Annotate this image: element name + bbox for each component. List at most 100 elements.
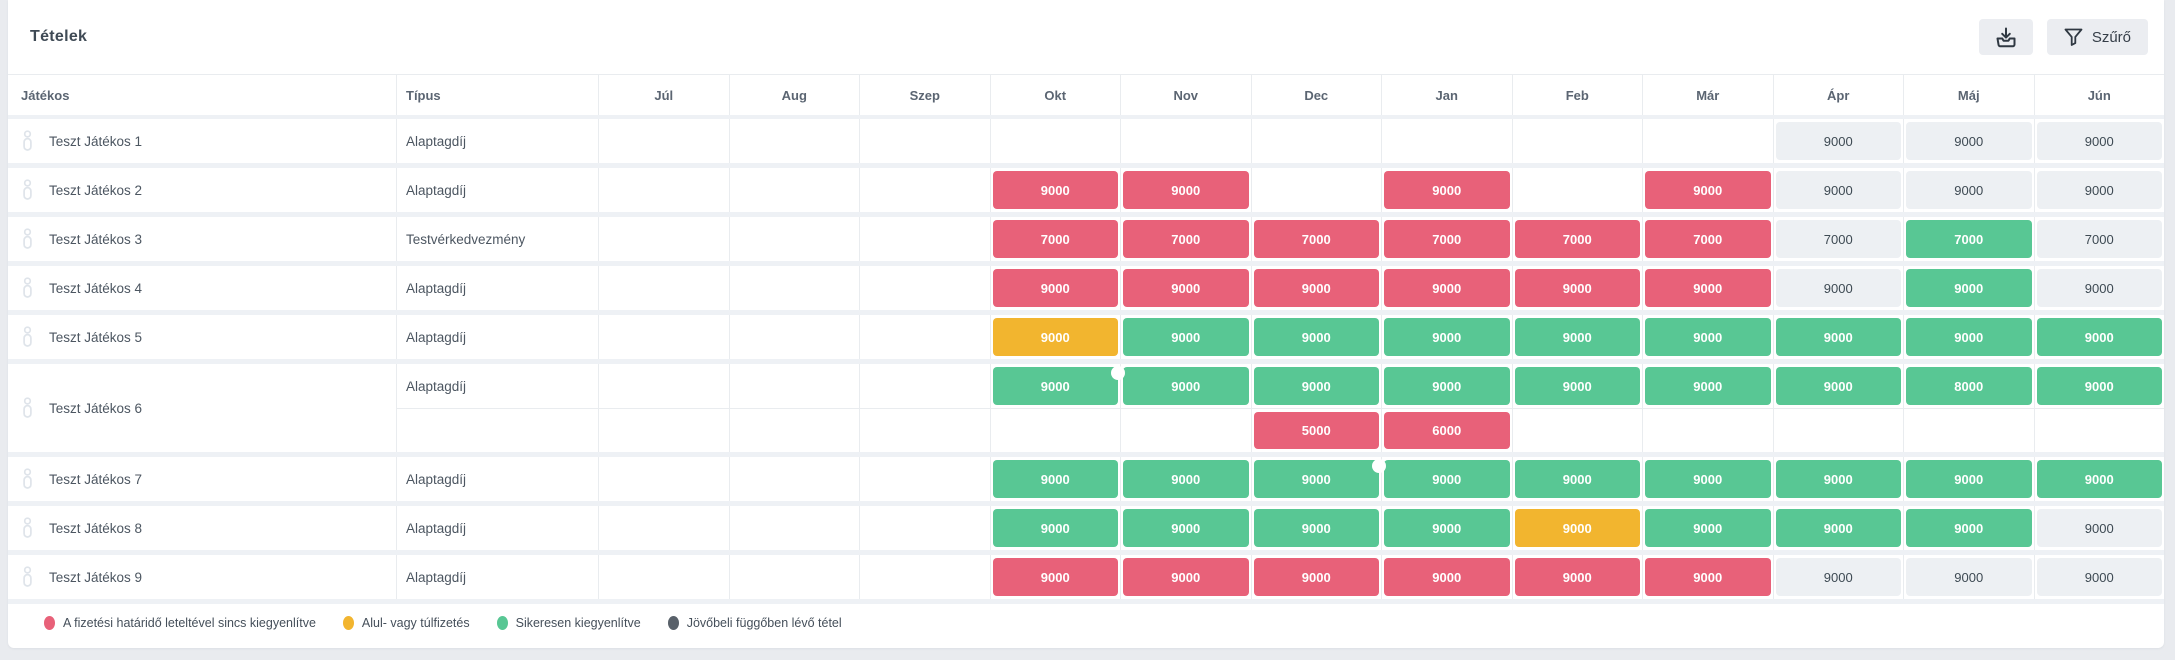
row-line: Testvérkedvezmény 7000 7000 7000 7000 7000 700… [396, 217, 2164, 261]
payment-cell-paid[interactable]: 9000 [1645, 509, 1771, 547]
payment-cell-paid[interactable]: 9000 [2036, 460, 2162, 498]
month-cell: 7000 [1381, 217, 1512, 261]
toolbar: Szűrő [1978, 19, 2148, 55]
payment-cell-overdue[interactable]: 9000 [1645, 558, 1771, 596]
payment-cell-pending[interactable]: 9000 [2036, 171, 2162, 209]
type-cell: Testvérkedvezmény [396, 217, 598, 261]
payment-cell-paid[interactable]: 9000 [1253, 318, 1379, 356]
payment-cell-paid[interactable]: 9000 [1514, 367, 1640, 405]
payment-cell-paid[interactable]: 9000 [1384, 318, 1510, 356]
payment-cell-paid[interactable]: 9000 [1906, 269, 2032, 307]
payment-cell-overdue[interactable]: 9000 [1645, 171, 1771, 209]
payment-cell-pending[interactable]: 9000 [1775, 171, 1901, 209]
payment-cell-overdue[interactable]: 9000 [1514, 269, 1640, 307]
payment-cell-paid[interactable]: 9000 [1645, 367, 1771, 405]
payment-cell-overdue[interactable]: 7000 [1253, 220, 1379, 258]
download-button[interactable] [1978, 19, 2033, 55]
payment-cell-paid[interactable]: 9000 [1253, 509, 1379, 547]
month-cell [989, 409, 1121, 452]
payment-cell-paid[interactable]: 9000 [1384, 509, 1510, 547]
payment-cell-overdue[interactable]: 6000 [1384, 412, 1510, 449]
person-icon [23, 326, 32, 347]
player-cell: Teszt Játékos 3 [8, 217, 396, 261]
payment-cell-overdue[interactable]: 9000 [1514, 558, 1640, 596]
payment-cell-overdue[interactable]: 9000 [1253, 558, 1379, 596]
payment-cell-paid[interactable]: 9000 [992, 460, 1118, 498]
payment-cell-overdue[interactable]: 9000 [1123, 269, 1249, 307]
payment-cell-pending[interactable]: 9000 [2036, 558, 2162, 596]
filter-button[interactable]: Szűrő [2046, 19, 2148, 55]
payment-cell-paid[interactable]: 9000 [1906, 460, 2032, 498]
payment-cell-paid[interactable]: 9000 [1253, 367, 1379, 405]
payment-cell-paid[interactable]: 9000 [1253, 459, 1386, 498]
payment-cell-overdue[interactable]: 9000 [1384, 171, 1510, 209]
payment-cell-paid[interactable]: 8000 [1906, 367, 2032, 405]
month-cell: 9000 [1903, 168, 2034, 212]
person-icon [23, 517, 32, 538]
payment-cell-paid[interactable]: 9000 [2036, 367, 2162, 405]
payment-cell-overdue[interactable]: 7000 [1514, 220, 1640, 258]
month-cell: 9000 [1511, 364, 1643, 408]
payment-cell-overdue[interactable]: 9000 [1384, 269, 1510, 307]
payment-cell-pending[interactable]: 9000 [1775, 558, 1901, 596]
payment-cell-overdue[interactable]: 7000 [1123, 220, 1249, 258]
month-cell [728, 364, 860, 408]
payment-cell-pending[interactable]: 9000 [1906, 171, 2032, 209]
month-cell: 7000 [1903, 217, 2034, 261]
payment-cell-paid[interactable]: 9000 [1906, 509, 2032, 547]
payment-cell-mispaid[interactable]: 9000 [992, 318, 1118, 356]
payment-cell-paid[interactable]: 9000 [1906, 318, 2032, 356]
payment-cell-paid[interactable]: 9000 [1645, 318, 1771, 356]
payment-cell-pending[interactable]: 9000 [1906, 558, 2032, 596]
payment-cell-paid[interactable]: 9000 [1775, 318, 1901, 356]
payment-cell-paid[interactable]: 9000 [1123, 460, 1249, 498]
payment-cell-pending[interactable]: 7000 [1775, 220, 1901, 258]
payment-cell-pending[interactable]: 9000 [1775, 269, 1901, 307]
payment-cell-pending[interactable]: 9000 [2036, 122, 2162, 160]
month-cell: 9000 [1903, 506, 2034, 550]
payment-cell-paid[interactable]: 9000 [1384, 367, 1510, 405]
payment-cell-overdue[interactable]: 9000 [1253, 269, 1379, 307]
payment-cell-pending[interactable]: 9000 [2036, 269, 2162, 307]
payment-cell-paid[interactable]: 9000 [1123, 318, 1249, 356]
month-cell: 9000 [1772, 119, 1904, 163]
payment-cell-pending[interactable]: 9000 [1906, 122, 2032, 160]
payment-cell-pending[interactable]: 7000 [2036, 220, 2162, 258]
payment-cell-overdue[interactable]: 9000 [992, 269, 1118, 307]
payment-cell-paid[interactable]: 9000 [1775, 509, 1901, 547]
payment-cell-paid[interactable]: 9000 [2036, 318, 2162, 356]
payment-cell-paid[interactable]: 9000 [992, 366, 1125, 405]
payment-cell-pending[interactable]: 9000 [1775, 122, 1901, 160]
month-cell: 9000 [1511, 555, 1643, 599]
payment-cell-paid[interactable]: 9000 [1514, 460, 1640, 498]
payment-cell-paid[interactable]: 9000 [1775, 367, 1901, 405]
month-cell: 7000 [989, 217, 1121, 261]
payment-cell-mispaid[interactable]: 9000 [1514, 509, 1640, 547]
payment-cell-paid[interactable]: 9000 [1123, 509, 1249, 547]
payment-cell-overdue[interactable]: 9000 [992, 558, 1118, 596]
payment-cell-paid[interactable]: 9000 [992, 509, 1118, 547]
payment-cell-paid[interactable]: 9000 [1645, 460, 1771, 498]
payment-cell-paid[interactable]: 9000 [1123, 367, 1249, 405]
person-icon [23, 277, 32, 298]
payment-cell-overdue[interactable]: 9000 [1123, 558, 1249, 596]
payment-cell-paid[interactable]: 9000 [1514, 318, 1640, 356]
month-cell [728, 506, 860, 550]
payment-cell-overdue[interactable]: 7000 [1384, 220, 1510, 258]
legend-dot-pending_future [667, 616, 679, 630]
table-row: Teszt Játékos 9 Alaptagdíj 9000 9000 9000 900… [8, 555, 2164, 604]
type-cell: Alaptagdíj [396, 315, 598, 359]
player-cell: Teszt Játékos 1 [8, 119, 396, 163]
payment-cell-overdue[interactable]: 5000 [1253, 412, 1379, 449]
payment-cell-paid[interactable]: 9000 [1384, 460, 1510, 498]
payment-cell-paid[interactable]: 7000 [1906, 220, 2032, 258]
payment-cell-overdue[interactable]: 9000 [1384, 558, 1510, 596]
payment-cell-overdue[interactable]: 9000 [992, 171, 1118, 209]
payment-cell-overdue[interactable]: 7000 [1645, 220, 1771, 258]
payment-cell-pending[interactable]: 9000 [2036, 509, 2162, 547]
payment-cell-paid[interactable]: 9000 [1775, 460, 1901, 498]
payment-cell-overdue[interactable]: 7000 [992, 220, 1118, 258]
payment-cell-overdue[interactable]: 9000 [1645, 269, 1771, 307]
type-cell: Alaptagdíj [396, 266, 598, 310]
payment-cell-overdue[interactable]: 9000 [1123, 171, 1249, 209]
